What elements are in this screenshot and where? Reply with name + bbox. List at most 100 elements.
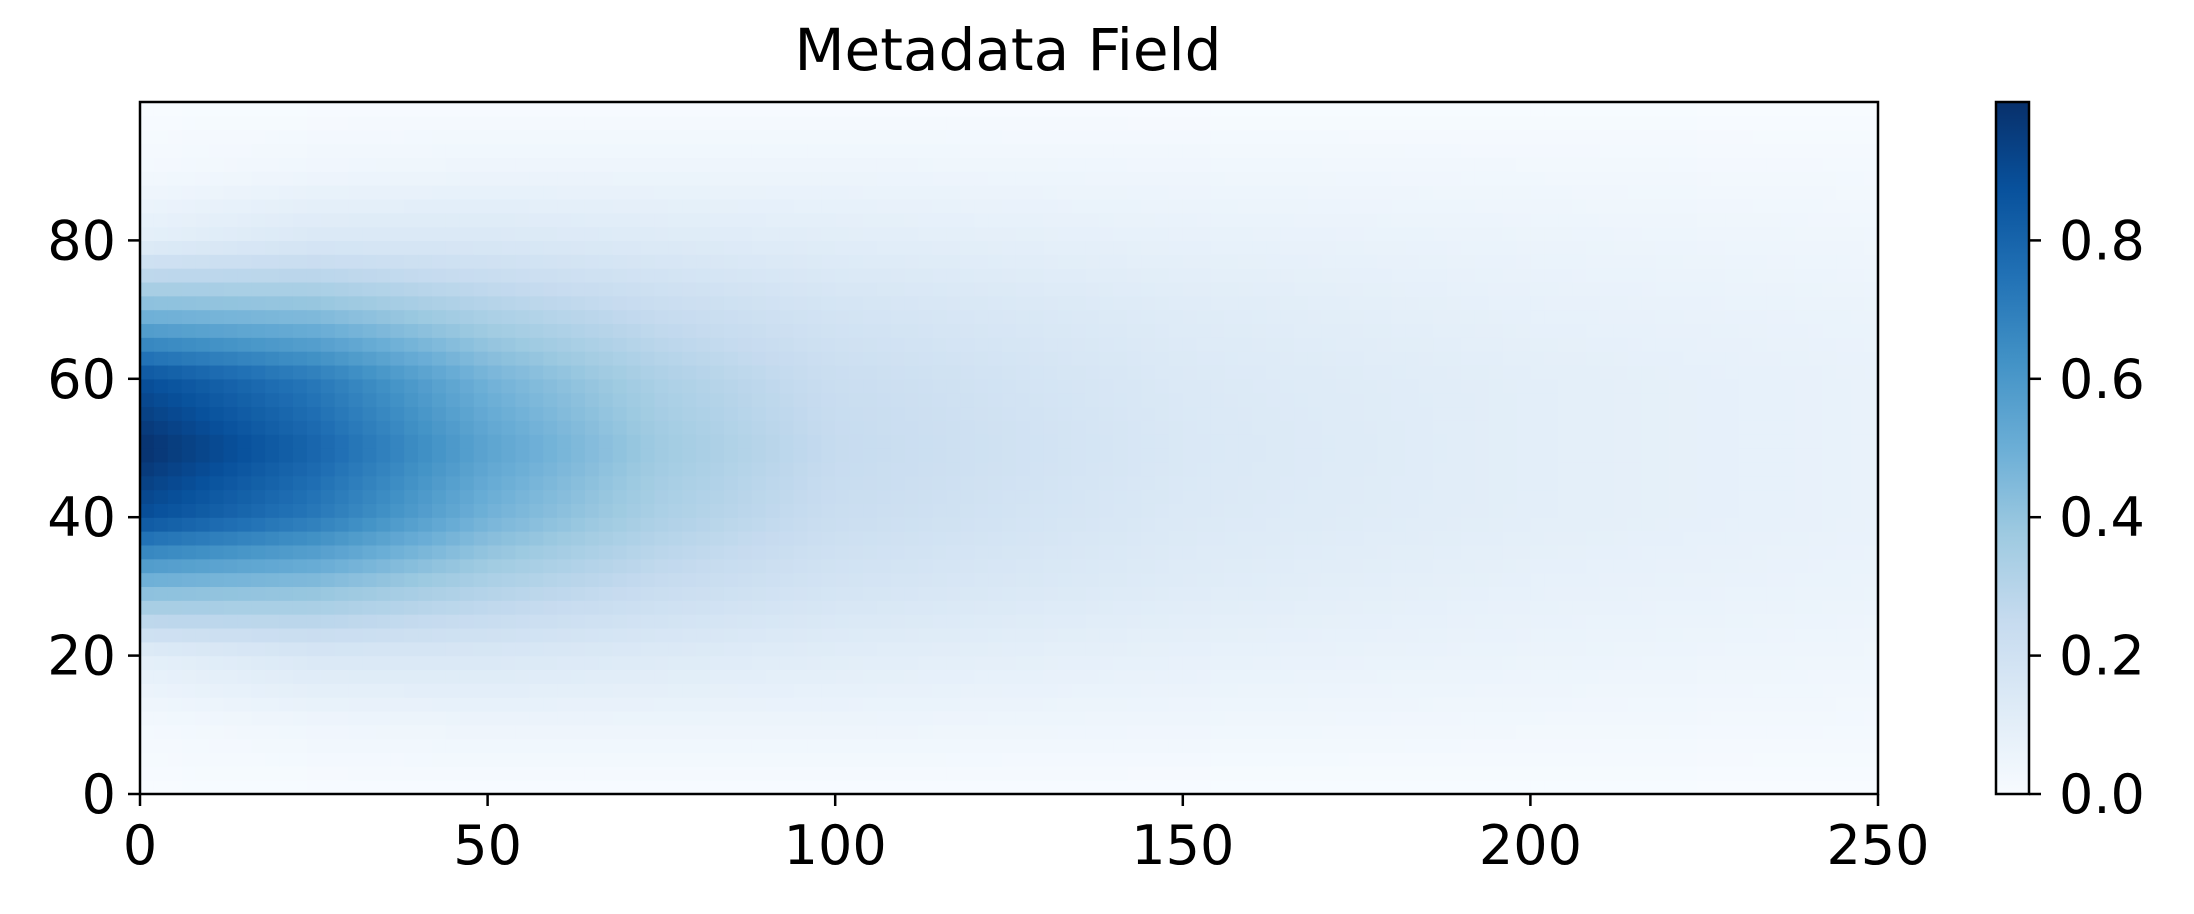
heatmap-cell [320, 185, 336, 200]
heatmap-cell [306, 475, 322, 491]
heatmap-cell [598, 157, 614, 172]
heatmap-cell [640, 503, 656, 518]
heatmap-cell [1474, 212, 1490, 228]
heatmap-cell [682, 143, 697, 158]
heatmap-cell [1113, 475, 1128, 491]
heatmap-cell [515, 544, 530, 560]
heatmap-cell [140, 171, 155, 186]
heatmap-cell [1015, 738, 1031, 754]
heatmap-cell [1196, 697, 1212, 712]
heatmap-cell [543, 337, 558, 352]
heatmap-cell [1113, 544, 1128, 560]
heatmap-cell [418, 157, 433, 172]
heatmap-cell [1363, 669, 1379, 684]
heatmap-cell [557, 378, 572, 394]
heatmap-cell [1294, 351, 1309, 366]
heatmap-cell [1363, 448, 1379, 463]
heatmap-cell [696, 392, 711, 408]
heatmap-cell [431, 461, 447, 477]
heatmap-cell [1516, 669, 1531, 684]
heatmap-cell [946, 600, 961, 615]
heatmap-cell [1377, 517, 1392, 532]
heatmap-cell [445, 641, 461, 657]
heatmap-cell [320, 364, 336, 380]
heatmap-cell [292, 461, 308, 477]
heatmap-cell [1029, 627, 1045, 643]
heatmap-cell [932, 254, 948, 269]
heatmap-cell [612, 766, 628, 781]
heatmap-cell [1182, 351, 1198, 366]
heatmap-cell [1363, 102, 1379, 117]
heatmap-cell [529, 655, 544, 671]
heatmap-cell [473, 489, 489, 504]
heatmap-cell [1238, 337, 1253, 352]
heatmap-cell [515, 281, 530, 297]
heatmap-cell [1433, 309, 1448, 325]
heatmap-cell [1252, 420, 1267, 435]
heatmap-cell [1516, 461, 1531, 477]
heatmap-cell [1182, 517, 1198, 532]
heatmap-cell [473, 572, 489, 587]
heatmap-cell [793, 115, 808, 131]
heatmap-cell [1266, 143, 1281, 158]
heatmap-cell [223, 171, 238, 186]
heatmap-cell [1029, 517, 1045, 532]
heatmap-cell [988, 129, 1003, 145]
heatmap-cell [515, 614, 530, 629]
heatmap-cell [960, 614, 975, 629]
heatmap-cell [821, 364, 836, 380]
heatmap-cell [849, 683, 864, 698]
heatmap-cell [1099, 351, 1114, 366]
heatmap-cell [487, 669, 503, 684]
heatmap-cell [237, 309, 252, 325]
heatmap-cell [932, 309, 948, 325]
heatmap-cell [1043, 614, 1059, 629]
heatmap-cell [1085, 641, 1100, 657]
heatmap-cell [1335, 129, 1351, 145]
heatmap-cell [1349, 531, 1365, 546]
heatmap-cell [1321, 115, 1337, 131]
heatmap-cell [181, 309, 197, 325]
heatmap-cell [1405, 392, 1420, 408]
heatmap-cell [140, 198, 155, 214]
heatmap-cell [1154, 627, 1170, 643]
heatmap-cell [445, 268, 461, 283]
heatmap-cell [376, 448, 391, 463]
heatmap-cell [1210, 281, 1226, 297]
heatmap-cell [195, 420, 211, 435]
heatmap-cell [292, 710, 308, 726]
heatmap-cell [209, 517, 225, 532]
heatmap-cell [1419, 572, 1434, 587]
heatmap-cell [473, 254, 489, 269]
heatmap-cell [1224, 157, 1240, 172]
heatmap-cell [765, 738, 781, 754]
heatmap-cell [1029, 102, 1045, 117]
heatmap-cell [501, 572, 516, 587]
heatmap-cell [167, 780, 183, 795]
heatmap-cell [1266, 724, 1281, 740]
heatmap-cell [1349, 766, 1365, 781]
heatmap-cell [1474, 752, 1490, 767]
heatmap-cell [1405, 406, 1420, 421]
heatmap-cell [1377, 600, 1392, 615]
heatmap-cell [946, 378, 961, 394]
heatmap-cell [1280, 724, 1295, 740]
heatmap-cell [265, 351, 280, 366]
heatmap-cell [1029, 710, 1045, 726]
heatmap-cell [779, 171, 795, 186]
heatmap-cell [946, 364, 961, 380]
heatmap-cell [682, 240, 697, 255]
heatmap-cell [459, 655, 475, 671]
heatmap-cell [1113, 364, 1128, 380]
heatmap-cell [223, 281, 238, 297]
heatmap-cell [1280, 309, 1295, 325]
heatmap-cell [668, 171, 683, 186]
heatmap-cell [863, 240, 878, 255]
heatmap-cell [654, 448, 669, 463]
heatmap-cell [1043, 503, 1059, 518]
heatmap-cell [654, 669, 669, 684]
heatmap-cell [1224, 461, 1240, 477]
heatmap-cell [1280, 655, 1295, 671]
heatmap-cell [654, 544, 669, 560]
heatmap-cell [849, 392, 864, 408]
